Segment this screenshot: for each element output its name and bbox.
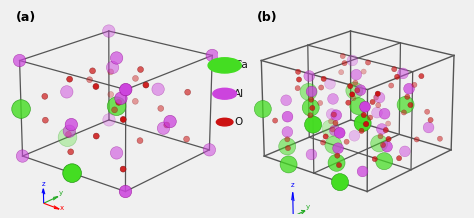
Text: Al: Al (234, 89, 244, 99)
Text: O: O (234, 117, 242, 127)
Text: Ca: Ca (234, 60, 248, 70)
Text: (a): (a) (15, 11, 36, 24)
Text: (b): (b) (257, 11, 278, 24)
